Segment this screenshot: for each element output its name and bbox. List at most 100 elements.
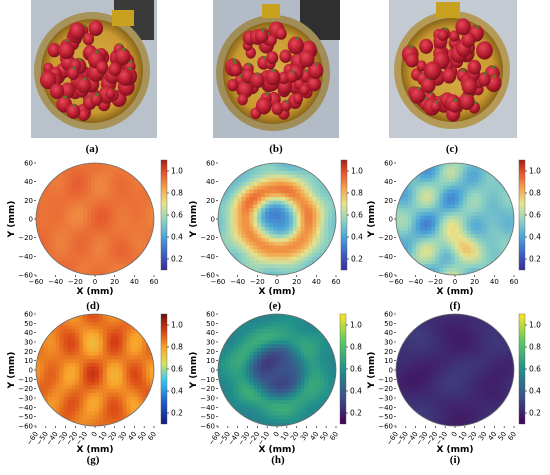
heatmap-cell [126,317,131,322]
heatmap-cell [237,237,242,242]
heatmap-cell [39,177,45,183]
heatmap-cell [83,377,88,382]
heatmap-cell [288,204,294,209]
heatmap-cell [300,226,305,231]
heatmap-cell [55,196,60,201]
heatmap-cell [233,373,239,378]
heatmap-cell [95,388,100,393]
heatmap-cell [399,196,405,201]
heatmap-cell [110,241,116,246]
heatmap-cell [261,373,266,378]
heatmap-cell [415,174,420,179]
heatmap-cell [265,192,270,197]
heatmap-cell [225,347,231,352]
heatmap-cell [63,185,68,190]
heatmap-cell [142,358,147,363]
heatmap-cell [106,215,112,220]
heatmap-cell [280,189,286,194]
heatmap-cell [273,267,278,272]
heatmap-cell [399,204,405,209]
heatmap-cell [324,381,329,386]
heatmap-cell [296,347,301,352]
heatmap-cell [59,163,64,168]
heatmap-cell [407,263,413,268]
heatmap-cell [455,177,460,183]
heatmap-cell [265,403,270,408]
heatmap-cell [470,211,476,216]
strawberry [461,32,476,48]
heatmap-cell [253,196,258,201]
heatmap-cell [237,336,242,341]
heatmap-cell [106,163,112,168]
heatmap-cell [257,317,262,322]
heatmap-cell [106,317,112,322]
strawberries [39,20,138,122]
heatmap-cell [296,351,301,356]
heatmap-cell [130,170,135,175]
heatmap-cell [87,351,92,356]
heatmap-cell [138,347,143,352]
heatmap-cell [443,204,448,209]
heatmap-cell [106,204,112,209]
heatmap-cell [241,403,246,408]
heatmap-cell [138,384,143,390]
heatmap-cell [114,418,119,423]
heatmap-cell [257,381,262,386]
heatmap-cell [455,215,460,220]
heatmap-cell [257,263,262,268]
heatmap-cell [411,177,417,183]
heatmap-cell [87,219,92,224]
heatmap-cell [98,204,104,209]
heatmap-cell [75,166,80,171]
heatmap-cell [67,336,72,341]
heatmap-cell [39,222,45,227]
heatmap-cell [458,211,464,216]
heatmap-cell [284,263,290,268]
heatmap-cell [146,248,151,253]
heatmap-cell [245,207,250,212]
strawberry-leaf [129,60,133,64]
heatmap-cell [399,237,405,242]
heatmap-cell [122,392,127,397]
heatmap-cell [51,263,57,268]
heatmap-cell [150,241,154,246]
heatmap-cell [225,343,231,348]
heatmap-cell [312,321,317,326]
heatmap-cell [110,392,116,397]
heatmap-cell [51,366,57,371]
heatmap-cell [95,248,100,253]
heatmap-cell [146,414,151,419]
heatmap-cell [316,347,321,352]
heatmap-cell [75,362,80,367]
heatmap-cell [324,403,329,408]
heatmap-cell [300,170,305,175]
heatmap-cell [218,414,223,419]
heatmap-cell [75,226,80,231]
heatmap-cell [257,196,262,201]
heatmap-cell [221,414,227,419]
heatmap-cell [51,336,57,341]
heatmap-cell [312,384,317,390]
heatmap-cell [67,328,72,334]
heatmap-cell [312,192,317,197]
heatmap-cell [419,196,424,201]
heatmap-cell [288,370,294,375]
heatmap-cell [98,411,104,416]
heatmap-cell [233,392,239,397]
heatmap-cell [126,252,131,257]
heatmap-cell [87,396,92,401]
heatmap-cell [419,200,424,205]
heatmap-cell [39,328,45,334]
heatmap-cell [308,222,313,227]
heatmap-cell [269,252,274,257]
heatmap-cell [122,230,127,235]
heatmap-cell [292,414,298,419]
heatmap-cell [83,396,88,401]
heatmap-cell [229,219,235,224]
heatmap-cell [95,230,100,235]
heatmap-cell [47,230,53,235]
heatmap-cell [118,321,123,326]
heatmap-cell [87,355,92,360]
heatmap-cell [118,370,123,375]
heatmap-cell [451,215,456,220]
